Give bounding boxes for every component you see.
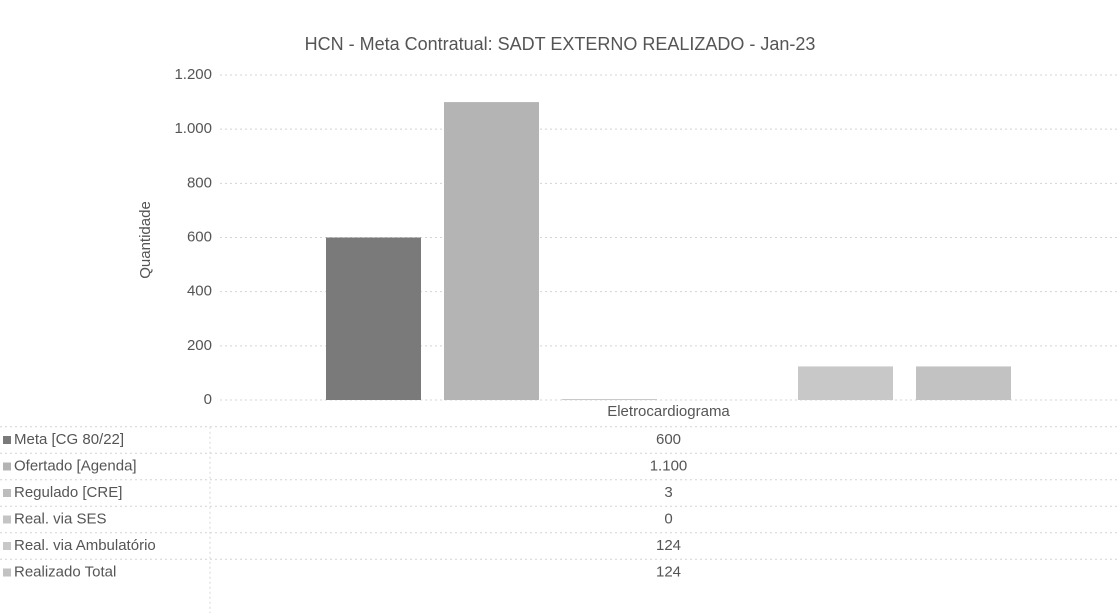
- table-value: 0: [664, 510, 672, 527]
- y-tick-label: 200: [187, 337, 212, 354]
- legend-swatch: [3, 489, 11, 497]
- table-value: 600: [656, 431, 681, 448]
- bar: [562, 399, 657, 400]
- table-value: 124: [656, 537, 681, 554]
- y-tick-label: 800: [187, 174, 212, 191]
- table-value: 3: [664, 484, 672, 501]
- bar: [444, 102, 539, 400]
- bar: [326, 237, 421, 400]
- x-tick-label: Eletrocardiograma: [607, 403, 730, 420]
- legend-label: Real. via Ambulatório: [14, 537, 156, 554]
- legend-swatch: [3, 542, 11, 550]
- legend-swatch: [3, 568, 11, 577]
- legend-label: Realizado Total: [14, 563, 116, 580]
- y-tick-label: 600: [187, 228, 212, 245]
- y-axis-label: Quantidade: [137, 201, 154, 279]
- y-tick-label: 0: [204, 391, 212, 408]
- bar: [798, 366, 893, 400]
- legend-label: Ofertado [Agenda]: [14, 457, 137, 474]
- y-tick-label: 400: [187, 283, 212, 300]
- legend-label: Regulado [CRE]: [14, 484, 122, 501]
- table-value: 124: [656, 563, 681, 580]
- legend-label: Meta [CG 80/22]: [14, 431, 124, 448]
- chart-title: HCN - Meta Contratual: SADT EXTERNO REAL…: [305, 34, 816, 54]
- y-tick-label: 1.200: [174, 66, 212, 83]
- y-tick-label: 1.000: [174, 120, 212, 137]
- legend-swatch: [3, 462, 11, 471]
- legend-label: Real. via SES: [14, 510, 107, 527]
- table-value: 1.100: [650, 457, 688, 474]
- legend-swatch: [3, 515, 11, 524]
- legend-swatch: [3, 436, 11, 444]
- bar: [916, 366, 1011, 400]
